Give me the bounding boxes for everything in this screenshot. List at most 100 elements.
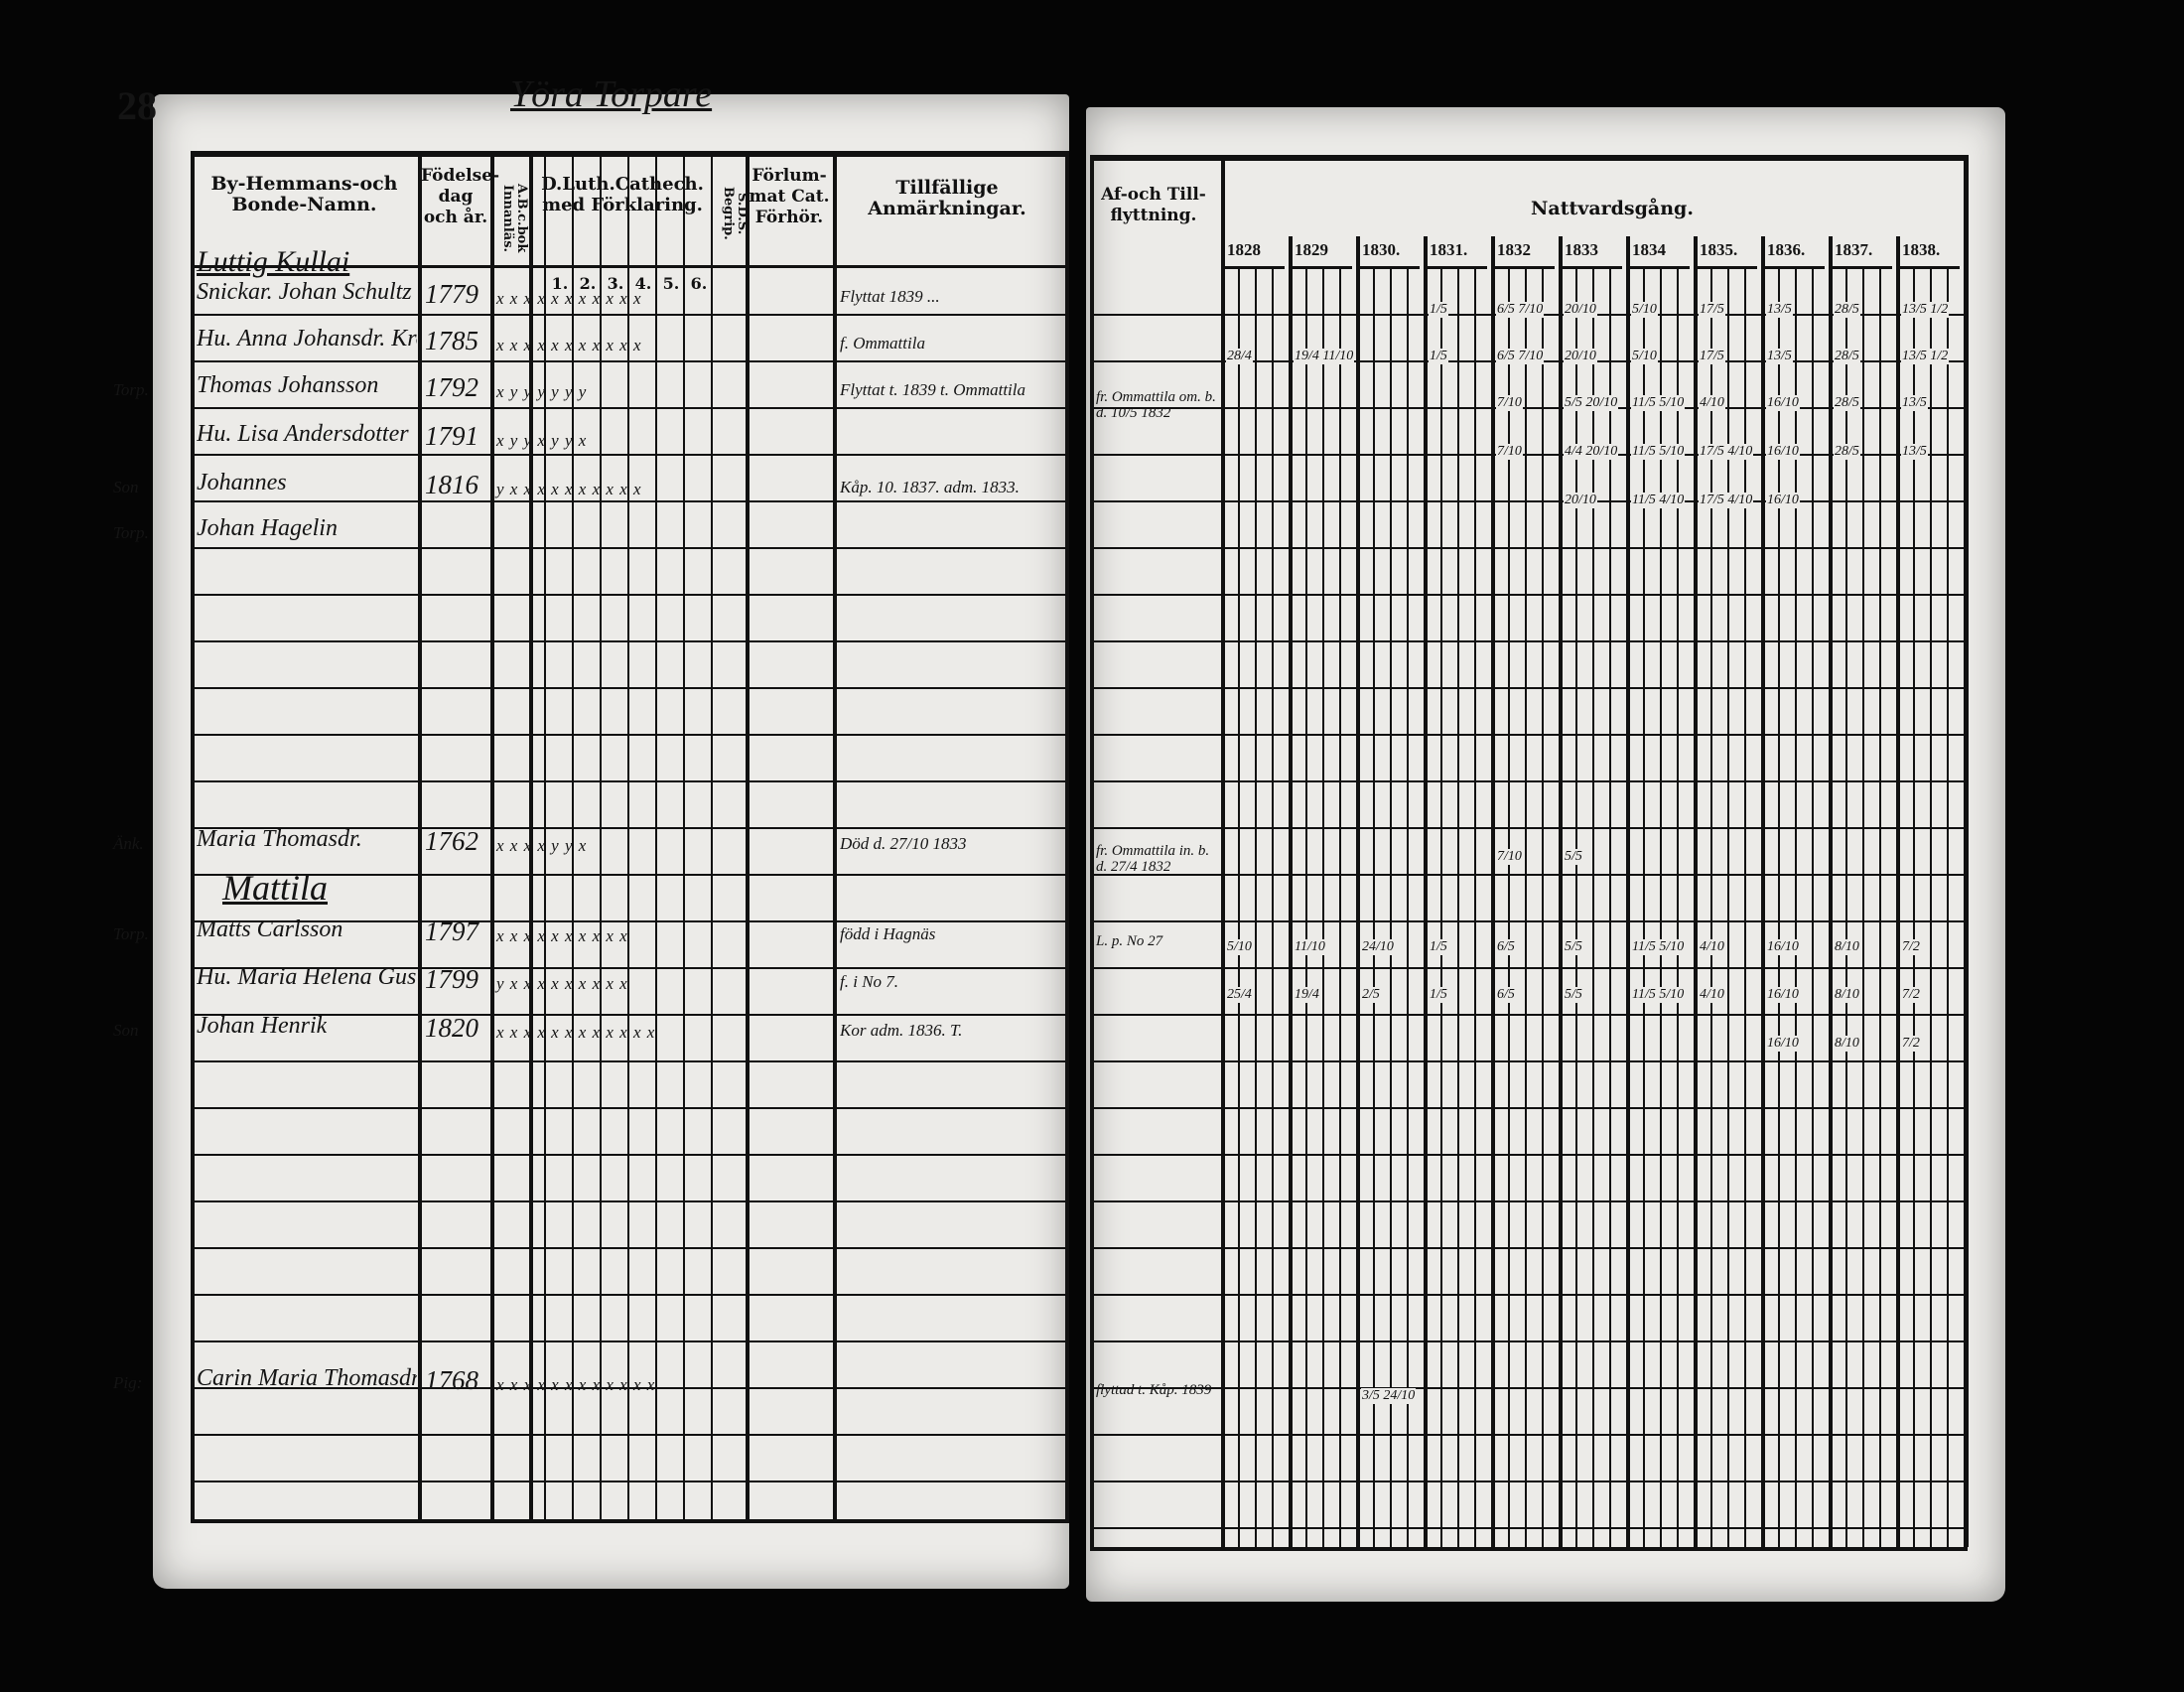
register-entry: Torp. Thomas Johansson 1792 x y y y y y y Fl…	[113, 368, 1069, 412]
communion-date: 4/10	[1699, 987, 1725, 1003]
register-entry: Hu. Lisa Andersdotter 1791 x y y x y y x	[153, 417, 1069, 461]
row-rule	[191, 1107, 1065, 1109]
year-underline	[1698, 266, 1757, 269]
year-rule	[1289, 236, 1293, 1547]
sub-rule	[1525, 266, 1527, 1547]
row-rule	[191, 454, 1065, 456]
sub-rule	[1440, 266, 1442, 1547]
year-label: 1838.	[1902, 240, 1941, 259]
entry-role: Son	[113, 478, 139, 496]
moving-note: L. p. No 27	[1096, 933, 1163, 949]
entry-role: Torp.	[113, 380, 149, 399]
sub-rule	[1542, 266, 1544, 1547]
row-rule	[1090, 1527, 1964, 1529]
row-rule	[1090, 1340, 1964, 1342]
row-rule	[191, 780, 1065, 782]
year-rule	[1626, 236, 1630, 1547]
communion-date: 2/5	[1361, 987, 1381, 1003]
row-rule	[191, 874, 1065, 876]
communion-date: 3/5 24/10	[1361, 1388, 1417, 1404]
sub-rule	[1862, 266, 1864, 1547]
entry-remarks: född i Hagnäs	[840, 924, 936, 943]
communion-date: 8/10	[1834, 1036, 1860, 1052]
column-rule	[1964, 155, 1969, 1547]
communion-date: 16/10	[1766, 987, 1800, 1003]
communion-date: 17/5 4/10	[1699, 493, 1754, 508]
column-rule	[746, 151, 750, 1519]
sub-rule	[1339, 266, 1341, 1547]
entry-name: Thomas Johansson	[197, 372, 379, 398]
entry-name: Johannes	[197, 470, 287, 495]
communion-date: 16/10	[1766, 939, 1800, 955]
year-rule	[1424, 236, 1428, 1547]
entry-catechism-marks: y x x x x x x x x x	[496, 974, 628, 993]
sub-rule	[1660, 266, 1662, 1547]
register-entry: Änk. Maria Thomasdr. 1762 x x x x y y x Död …	[113, 822, 1069, 866]
entry-catechism-marks: x x x x x x x x x x	[496, 926, 628, 945]
header-abc: A.B.c.bok Innanläs.	[500, 184, 529, 253]
sub-rule	[1575, 266, 1577, 1547]
year-rule	[1559, 236, 1563, 1547]
sub-rule	[1913, 266, 1915, 1547]
column-rule	[655, 151, 657, 1519]
communion-date: 28/5	[1834, 444, 1860, 460]
entry-role: Torp.	[113, 924, 149, 943]
communion-date: 4/4 20/10	[1564, 444, 1619, 460]
row-rule	[191, 1340, 1065, 1342]
entry-birth: 1820	[425, 1013, 478, 1043]
communion-date: 17/5	[1699, 302, 1725, 318]
row-rule	[191, 687, 1065, 689]
top-rule	[1090, 155, 1968, 161]
entry-birth: 1779	[425, 279, 478, 309]
year-label: 1833	[1565, 240, 1598, 259]
sub-rule	[1879, 266, 1881, 1547]
register-entry: Snickar. Johan Schultz 1779 x x x x x x x …	[153, 275, 1069, 319]
top-rule	[191, 151, 1069, 157]
year-label: 1832	[1497, 240, 1531, 259]
year-rule	[1694, 236, 1698, 1547]
communion-date: 7/10	[1496, 849, 1523, 865]
entry-remarks: Kor adm. 1836. T.	[840, 1021, 963, 1040]
communion-date: 11/5 5/10	[1631, 444, 1686, 460]
sub-rule	[1508, 266, 1510, 1547]
communion-date: 16/10	[1766, 395, 1800, 411]
row-rule	[1090, 1200, 1964, 1202]
row-rule	[1090, 967, 1964, 969]
row-rule	[1090, 1294, 1964, 1296]
column-rule	[1090, 155, 1094, 1547]
entry-name: Johan Hagelin	[197, 515, 338, 541]
row-rule	[1090, 500, 1964, 502]
communion-date: 11/5 5/10	[1631, 395, 1686, 411]
communion-date: 20/10	[1564, 349, 1597, 364]
moving-note: fr. Ommattila om. b. d. 10/5 1832	[1096, 389, 1216, 421]
year-underline	[1563, 266, 1622, 269]
entry-catechism-marks: x y y x y y x	[496, 431, 588, 450]
register-entry: Torp. Matts Carlsson 1797 x x x x x x x x x…	[113, 913, 1069, 956]
entry-catechism-marks: x x x x x x x x x x x x	[496, 1023, 656, 1042]
catechism-col-label: 3.	[607, 274, 624, 293]
communion-date: 17/5 4/10	[1699, 444, 1754, 460]
communion-date: 4/10	[1699, 395, 1725, 411]
entry-name: Hu. Maria Helena Gustafsdr.	[197, 964, 417, 990]
communion-date: 17/5	[1699, 349, 1725, 364]
communion-date: 13/5	[1766, 302, 1793, 318]
right-page: Af-och Till-flyttning. Nattvardsgång. 18…	[1086, 107, 2005, 1602]
communion-date: 13/5	[1901, 395, 1928, 411]
register-entry: Son Johan Henrik 1820 x x x x x x x x x x x…	[113, 1009, 1069, 1053]
communion-date: 5/10	[1631, 349, 1658, 364]
communion-date: 5/5	[1564, 939, 1583, 955]
communion-date: 28/5	[1834, 395, 1860, 411]
row-rule	[1090, 1387, 1964, 1389]
row-rule	[191, 360, 1065, 362]
row-rule	[1090, 454, 1964, 456]
entry-remarks: f. Ommattila	[840, 334, 925, 352]
header-catechism: D.Luth.Cathech. med Förklaring.	[541, 174, 704, 215]
communion-date: 13/5 1/2	[1901, 349, 1950, 364]
communion-date: 5/5 20/10	[1564, 395, 1619, 411]
communion-date: 7/10	[1496, 395, 1523, 411]
row-rule	[1090, 1434, 1964, 1436]
row-rule	[1090, 920, 1964, 922]
entry-catechism-marks: y x x x x x x x x x x	[496, 480, 642, 498]
row-rule	[1090, 547, 1964, 549]
entry-catechism-marks: x x x x x x x x x x x	[496, 336, 642, 354]
